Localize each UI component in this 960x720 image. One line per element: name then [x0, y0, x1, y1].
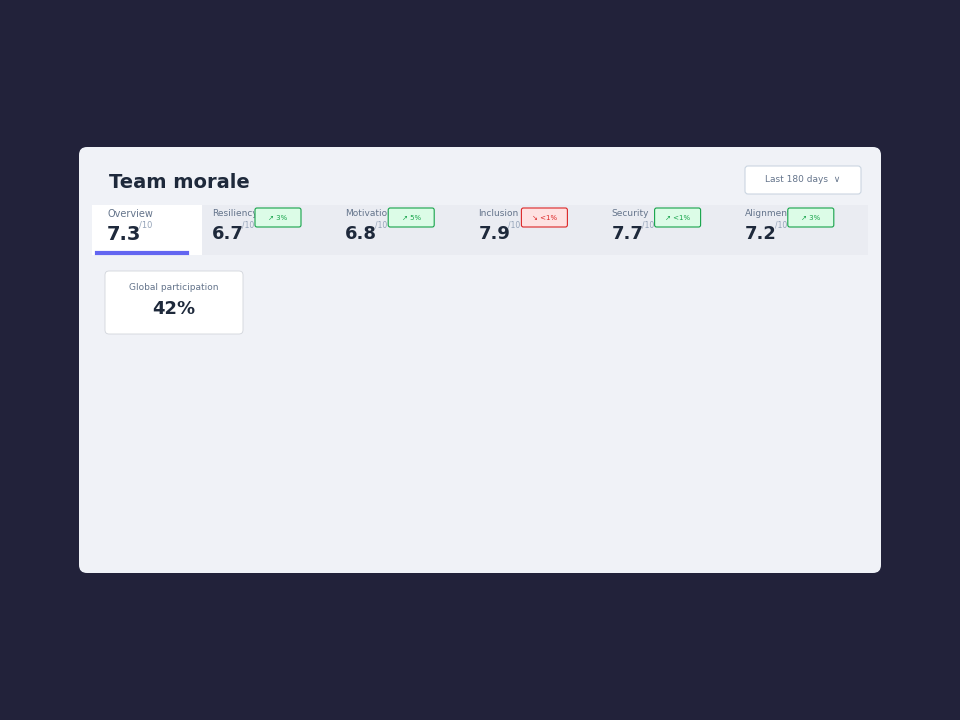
Text: ↗ <1%: ↗ <1%	[665, 215, 690, 220]
Text: ↘ <1%: ↘ <1%	[532, 215, 557, 220]
Text: 42%: 42%	[153, 300, 196, 318]
Text: 6.7: 6.7	[212, 225, 244, 243]
Text: /10: /10	[139, 221, 153, 230]
Text: 7.7: 7.7	[612, 225, 643, 243]
Text: Global score : 6.2: Global score : 6.2	[564, 390, 642, 398]
Text: March 11th 2024: March 11th 2024	[564, 377, 650, 385]
FancyBboxPatch shape	[788, 208, 834, 227]
Text: /10: /10	[775, 221, 787, 230]
Text: Security: Security	[612, 209, 649, 218]
Y-axis label: Score: Score	[95, 398, 106, 425]
FancyBboxPatch shape	[79, 147, 881, 573]
Text: 6.8: 6.8	[346, 225, 377, 243]
FancyBboxPatch shape	[655, 208, 701, 227]
Text: Maximum : 8.7: Maximum : 8.7	[564, 402, 631, 411]
Text: ↗ 3%: ↗ 3%	[269, 215, 288, 220]
FancyBboxPatch shape	[92, 205, 202, 255]
Text: Global participation: Global participation	[130, 283, 219, 292]
FancyBboxPatch shape	[550, 366, 715, 433]
Text: Alignment: Alignment	[745, 209, 791, 218]
FancyBboxPatch shape	[388, 208, 434, 227]
Text: 7.9: 7.9	[478, 225, 511, 243]
Text: Team morale: Team morale	[109, 173, 250, 192]
Text: Last 180 days  ∨: Last 180 days ∨	[765, 176, 841, 184]
Text: Resiliency: Resiliency	[212, 209, 257, 218]
Text: /10: /10	[641, 221, 654, 230]
Text: /10: /10	[375, 221, 388, 230]
Text: ↗ 5%: ↗ 5%	[401, 215, 420, 220]
Text: 7.2: 7.2	[745, 225, 777, 243]
Text: Minimum : 4.7: Minimum : 4.7	[564, 415, 628, 423]
Text: Motivation: Motivation	[346, 209, 393, 218]
FancyBboxPatch shape	[745, 166, 861, 194]
FancyBboxPatch shape	[255, 208, 301, 227]
Text: ↗ 3%: ↗ 3%	[802, 215, 821, 220]
FancyBboxPatch shape	[92, 205, 868, 255]
X-axis label: Week: Week	[478, 510, 505, 520]
Text: /10: /10	[509, 221, 520, 230]
Text: 7.3: 7.3	[107, 225, 141, 244]
Text: Overview: Overview	[107, 209, 153, 219]
Text: Inclusion: Inclusion	[478, 209, 518, 218]
FancyBboxPatch shape	[105, 271, 243, 334]
Text: /10: /10	[242, 221, 254, 230]
FancyBboxPatch shape	[521, 208, 567, 227]
